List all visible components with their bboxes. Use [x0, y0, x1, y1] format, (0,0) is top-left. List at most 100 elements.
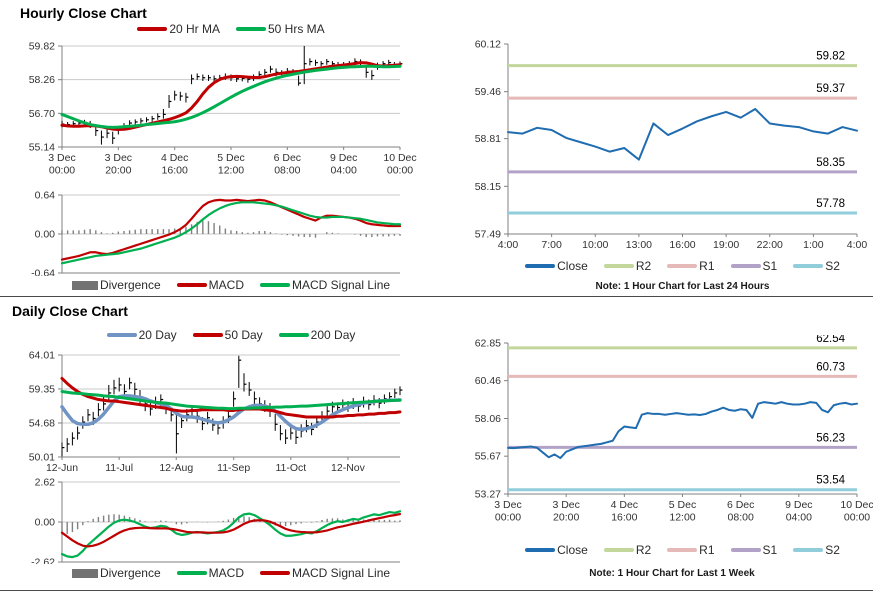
legend-swatch-icon [278, 333, 309, 337]
legend-swatch-icon [525, 548, 556, 552]
svg-text:2.62: 2.62 [35, 477, 56, 489]
svg-text:12:00: 12:00 [218, 165, 244, 177]
svg-text:5 Dec: 5 Dec [217, 152, 244, 164]
legend-label: MACD Signal Line [292, 566, 391, 580]
legend-swatch-icon [793, 548, 824, 552]
hourly-section-title: Hourly Close Chart [20, 5, 147, 21]
svg-text:-2.62: -2.62 [31, 557, 55, 565]
svg-text:62.54: 62.54 [816, 335, 845, 345]
legend-item: S2 [793, 259, 840, 273]
legend-label: R2 [635, 259, 652, 273]
svg-text:6 Dec: 6 Dec [727, 499, 754, 511]
legend-swatch-icon [176, 571, 207, 575]
svg-text:-0.64: -0.64 [31, 268, 55, 277]
svg-text:20:00: 20:00 [105, 165, 131, 177]
svg-text:16:00: 16:00 [162, 165, 188, 177]
svg-text:56.70: 56.70 [29, 108, 55, 120]
svg-text:57.49: 57.49 [475, 229, 501, 241]
svg-text:60.46: 60.46 [475, 375, 501, 387]
legend-item: S1 [730, 543, 777, 557]
svg-text:58.26: 58.26 [29, 74, 55, 86]
legend-item: Divergence [71, 566, 161, 580]
legend-label: Close [557, 259, 588, 273]
legend-label: S2 [825, 543, 840, 557]
legend-item: MACD [176, 566, 244, 580]
hourly-macd-legend: Divergence MACD MACD Signal Line [62, 278, 400, 292]
legend-item: MACD [176, 278, 244, 292]
svg-text:12-Jun: 12-Jun [46, 462, 78, 474]
svg-text:62.85: 62.85 [475, 338, 501, 350]
svg-text:19:00: 19:00 [713, 239, 739, 251]
svg-text:4:00: 4:00 [847, 239, 868, 251]
legend-item: 200 Day [278, 328, 355, 342]
svg-text:08:00: 08:00 [274, 165, 300, 177]
svg-text:22:00: 22:00 [757, 239, 783, 251]
svg-text:55.67: 55.67 [475, 451, 501, 463]
svg-text:12-Nov: 12-Nov [331, 462, 366, 474]
svg-text:3 Dec: 3 Dec [48, 152, 75, 164]
section-divider [0, 296, 873, 297]
svg-text:10:00: 10:00 [582, 239, 608, 251]
legend-swatch-icon [667, 264, 698, 268]
svg-text:08:00: 08:00 [728, 512, 754, 524]
legend-label: 50 Day [224, 328, 263, 342]
legend-swatch-icon [730, 264, 761, 268]
svg-text:3 Dec: 3 Dec [494, 499, 521, 511]
svg-text:59.35: 59.35 [29, 383, 55, 395]
svg-text:13:00: 13:00 [626, 239, 652, 251]
svg-text:11-Sep: 11-Sep [217, 462, 250, 474]
legend-swatch-icon [603, 264, 634, 268]
svg-text:0.00: 0.00 [35, 517, 56, 529]
svg-text:59.37: 59.37 [816, 83, 845, 95]
hourly-sr-legend: Close R2 R1 S1 S2 [508, 259, 857, 273]
svg-text:58.15: 58.15 [475, 181, 501, 193]
svg-text:59.82: 59.82 [816, 51, 845, 63]
svg-text:57.78: 57.78 [816, 198, 845, 210]
legend-item: S2 [793, 543, 840, 557]
legend-swatch-icon [603, 548, 634, 552]
svg-text:16:00: 16:00 [669, 239, 695, 251]
legend-swatch-icon [71, 568, 98, 578]
svg-text:4:00: 4:00 [498, 239, 519, 251]
legend-label: MACD [208, 566, 244, 580]
svg-text:59.46: 59.46 [475, 86, 501, 98]
legend-label: MACD Signal Line [292, 278, 391, 292]
svg-text:04:00: 04:00 [786, 512, 812, 524]
legend-label: 20 Day [138, 328, 177, 342]
legend-item: MACD Signal Line [260, 566, 390, 580]
svg-text:0.64: 0.64 [35, 190, 56, 202]
legend-swatch-icon [525, 264, 556, 268]
legend-item: R2 [603, 543, 652, 557]
daily-price-chart: 64.01 59.35 54.68 50.01 12-Jun 11-Jul 12-Aug 11… [0, 347, 436, 479]
legend-label: S2 [825, 259, 840, 273]
svg-text:60.12: 60.12 [475, 39, 501, 51]
legend-swatch-icon [176, 283, 207, 287]
legend-label: S1 [762, 259, 778, 273]
svg-text:3 Dec: 3 Dec [105, 152, 132, 164]
svg-text:12:00: 12:00 [669, 512, 695, 524]
legend-label: 50 Hrs MA [268, 22, 325, 36]
legend-item: S1 [730, 259, 778, 273]
svg-text:50.01: 50.01 [29, 452, 55, 464]
legend-swatch-icon [137, 27, 168, 31]
legend-item: 20 Day [106, 328, 177, 342]
svg-text:59.82: 59.82 [29, 41, 55, 53]
legend-label: R2 [635, 543, 652, 557]
hourly-sr-chart: 60.12 59.46 58.81 58.15 57.49 4:00 7:00 10:00 13… [436, 36, 873, 261]
hourly-price-legend: 20 Hr MA 50 Hrs MA [62, 22, 400, 36]
legend-item: 50 Hrs MA [236, 22, 325, 36]
svg-text:7:00: 7:00 [541, 239, 562, 251]
hourly-macd-chart: 0.64 0.00 -0.64 [0, 188, 436, 281]
svg-text:9 Dec: 9 Dec [330, 152, 357, 164]
legend-label: Divergence [99, 278, 161, 292]
svg-text:58.35: 58.35 [816, 157, 845, 169]
legend-item: 50 Day [192, 328, 263, 342]
svg-text:58.81: 58.81 [475, 133, 501, 145]
weekly-sr-legend: Close R2 R1 S1 S2 [508, 543, 857, 557]
legend-item: R1 [667, 543, 715, 557]
svg-text:00:00: 00:00 [844, 512, 870, 524]
svg-text:10 Dec: 10 Dec [383, 152, 416, 164]
hourly-price-chart: 59.82 58.26 56.70 55.14 3 Dec 00:00 3 Dec 20:00… [0, 36, 436, 191]
legend-swatch-icon [106, 333, 137, 337]
